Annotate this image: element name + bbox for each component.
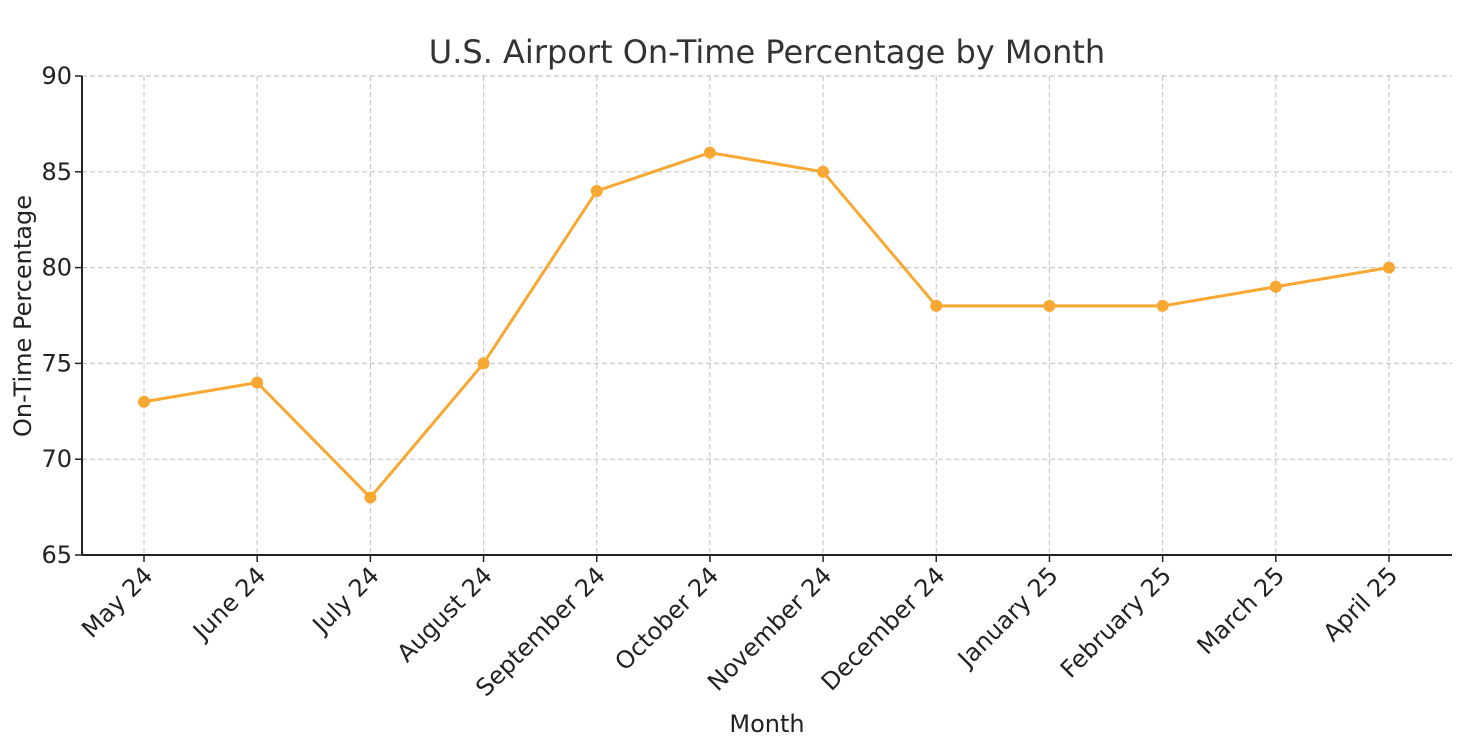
y-tick-label: 90	[41, 62, 72, 90]
x-tick-label: January 25	[951, 561, 1064, 674]
x-tick-label: February 25	[1055, 561, 1177, 683]
data-point	[138, 395, 150, 408]
y-tick-label: 75	[41, 349, 72, 377]
y-axis-label: On-Time Percentage	[9, 195, 37, 437]
data-point	[930, 299, 943, 312]
grid	[82, 75, 1452, 555]
x-tick-label: August 24	[392, 561, 498, 667]
series-layer	[138, 146, 1395, 504]
data-point	[364, 491, 377, 504]
data-point	[1383, 261, 1395, 274]
x-tick-label: October 24	[609, 561, 724, 676]
x-tick-label: July 24	[306, 561, 385, 640]
data-point	[817, 165, 830, 178]
axes	[81, 76, 1452, 556]
y-tick-label: 65	[41, 541, 72, 569]
x-tick-label: June 24	[186, 561, 271, 646]
y-tick-label: 85	[41, 158, 72, 186]
y-axis-ticks: 65 70 75 80 85 90	[41, 62, 82, 569]
data-point	[251, 376, 264, 389]
data-point	[590, 184, 603, 197]
x-axis-label: Month	[729, 710, 804, 738]
series-line	[143, 151, 1390, 500]
data-point	[477, 357, 490, 370]
data-point	[1269, 280, 1282, 293]
data-point	[1156, 299, 1169, 312]
x-tick-label: May 24	[76, 561, 158, 643]
x-tick-label: April 25	[1318, 561, 1404, 647]
y-tick-label: 70	[41, 445, 72, 473]
x-tick-label: March 25	[1192, 561, 1291, 660]
y-tick-label: 80	[41, 254, 72, 282]
data-point	[1043, 299, 1056, 312]
data-point	[703, 146, 716, 159]
chart-title: U.S. Airport On-Time Percentage by Month	[429, 33, 1105, 71]
